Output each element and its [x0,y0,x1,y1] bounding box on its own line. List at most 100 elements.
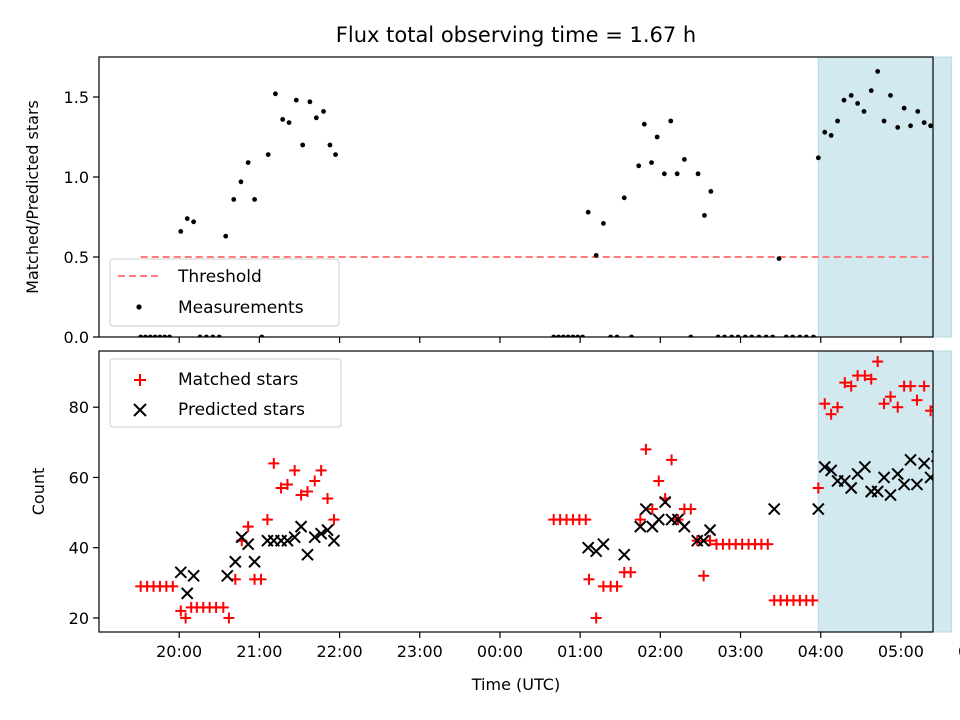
top-y-ticks: 0.0 0.5 1.0 1.5 [64,88,99,347]
measurement-point [815,155,821,161]
predicted-star-point [288,530,301,544]
measurement-point [668,118,674,124]
matched-star-point [634,514,646,526]
predicted-star-point [818,460,831,474]
predicted-star-point [221,569,234,583]
matched-star-point [865,373,877,385]
measurement-point [908,123,913,129]
matched-star-point [640,443,652,455]
top-x-ticks [178,337,902,343]
matched-star-point [646,503,658,515]
measurement-point [649,160,654,166]
predicted-star-point [910,478,924,491]
predicted-star-point [824,464,838,477]
measurement-point [702,213,707,218]
measurement-point [708,189,714,194]
measurement-point [881,118,887,124]
top-panel-ratio: 0.0 0.5 1.0 1.5 Matched/Predicted stars Thr… [23,56,952,347]
matched-star-point [845,380,857,392]
y-tick-label: 0.0 [64,328,89,347]
measurement-point [231,197,237,202]
predicted-star-point [897,478,911,491]
predicted-star-point [181,587,194,600]
predicted-star-point [844,481,858,495]
bottom-axes-frame [98,350,934,633]
predicted-star-point [904,453,917,467]
top-highlight-span [817,56,952,338]
matched-star-point [925,405,933,417]
predicted-star-point [639,502,653,516]
measurement-point [321,109,326,114]
bottom-y-axis-label: Count [29,468,48,516]
measurement-point [895,125,901,130]
predicted-star-point [248,555,261,568]
matched-star-point [242,521,254,533]
matched-star-point [625,566,637,578]
matched-star-point [580,514,592,526]
measurement-point [245,160,251,166]
matched-star-point [704,535,716,547]
measurement-point [855,101,861,106]
predicted-star-point [229,555,242,568]
matched-star-point [825,408,837,420]
measurement-point [621,195,627,201]
matched-star-point [322,493,334,505]
measurement-point [861,109,867,114]
measurement-point [888,93,893,98]
measurement-point [327,142,333,148]
measurement-point [848,93,854,98]
predicted-star-point [327,534,341,547]
measurement-point [178,229,184,234]
matched-star-point [819,398,831,410]
top-y-axis-label: Matched/Predicted stars [23,100,42,294]
bottom-highlight-span [817,350,952,633]
matched-star-point [698,570,710,582]
predicted-star-point [678,520,691,533]
measurement-point [641,121,647,127]
matched-star-point [289,464,301,476]
measurement-point [333,152,338,158]
matched-star-point [666,454,678,466]
matched-legend-swatch [134,374,146,386]
predicted-star-point [658,495,672,509]
predicted-star-point [308,530,321,544]
matched-star-point [302,486,313,497]
y-tick-label: 0.5 [64,248,89,267]
predicted-legend-swatch [133,403,147,417]
predicted-star-point [768,502,781,516]
threshold-legend-label: Threshold [177,267,262,287]
matched-star-point [952,595,960,606]
measurement-point [636,163,642,169]
matched-star-point [223,612,235,624]
bottom-legend-box [109,358,342,428]
matched-star-point [762,538,774,550]
predicted-star-point [241,537,255,551]
measurement-point [875,69,881,74]
measurement-point [661,171,667,177]
measurement-point [915,109,921,114]
predicted-star-point [581,541,595,554]
y-tick-label: 80 [69,398,89,417]
matched-star-point [839,377,851,389]
bottom-y-ticks: 20 40 60 80 [69,398,99,628]
bottom-x-ticks: 20:00 21:00 22:00 23:00 00:00 01:00 02:00 03:00… [156,632,960,661]
y-tick-label: 1.0 [64,168,89,187]
top-axes-frame [98,56,934,338]
predicted-star-point [321,523,334,537]
measurement-point [280,117,286,122]
measurement-point [307,99,313,105]
measurement-point [828,133,834,138]
measurement-point [841,97,847,103]
y-tick-label: 1.5 [64,88,89,107]
measurement-point [273,91,278,97]
matched-star-point [167,580,179,592]
predicted-star-point [187,569,200,583]
predicted-star-point [281,534,294,547]
predicted-star-point [884,488,897,502]
predicted-star-point [952,563,960,574]
bottom-legend: Matched stars Predicted stars [109,358,342,428]
predicted-star-point [917,457,931,470]
measurement-point [238,179,244,185]
measurement-point [682,157,687,162]
matched-star-point [872,356,884,368]
